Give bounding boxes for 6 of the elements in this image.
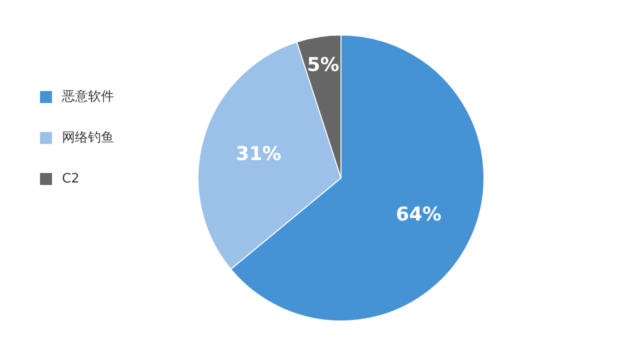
data-label: 5% [306, 54, 340, 76]
data-label: 31% [236, 143, 282, 166]
data-label: 64% [396, 204, 442, 226]
legend-label: C2 [62, 172, 80, 186]
legend-label: 恶意软件 [61, 90, 114, 104]
legend-label: 网络钓鱼 [62, 130, 114, 146]
